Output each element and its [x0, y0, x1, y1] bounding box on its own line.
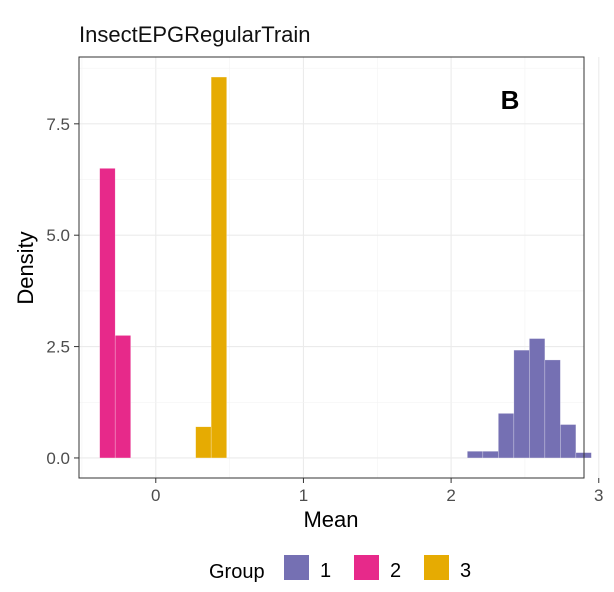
y-tick-label: 2.5: [46, 338, 70, 357]
y-tick-label: 7.5: [46, 115, 70, 134]
histogram-bars: [99, 76, 592, 459]
y-tick-label: 0.0: [46, 449, 70, 468]
histogram-bar-group-1: [544, 359, 561, 459]
histogram-bar-group-1: [560, 424, 577, 459]
histogram-bar-group-1: [482, 451, 499, 459]
histogram-bar-group-2: [114, 335, 131, 459]
y-tick-label: 5.0: [46, 226, 70, 245]
x-tick-label: 2: [446, 486, 455, 505]
x-tick-label: 1: [299, 486, 308, 505]
legend-label-group-1: 1: [320, 560, 331, 582]
y-axis-ticks: 0.0 2.5 5.0 7.5: [46, 115, 79, 468]
plot-border: [78, 56, 585, 479]
legend-swatch-group-2: [354, 555, 379, 580]
gridlines: [79, 57, 600, 478]
chart-title: InsectEPGRegularTrain: [79, 22, 311, 47]
legend-swatch-group-3: [424, 555, 449, 580]
panel-annotation: B: [501, 85, 520, 115]
histogram-bar-group-3: [195, 426, 212, 459]
y-axis-label: Density: [13, 231, 38, 304]
histogram-bar-group-1: [498, 413, 515, 459]
histogram-bar-group-3: [210, 76, 227, 459]
histogram-bar-group-1: [467, 451, 484, 459]
plot-panel: [79, 57, 584, 478]
histogram-bar-group-1: [513, 349, 530, 459]
histogram-bar-group-1: [529, 338, 546, 459]
legend-swatch-group-1: [284, 555, 309, 580]
histogram-bar-group-2: [99, 168, 116, 459]
legend-label-group-2: 2: [390, 560, 401, 582]
x-tick-label: 0: [151, 486, 160, 505]
x-tick-label: 3: [594, 486, 603, 505]
legend-label-group-3: 3: [460, 560, 471, 582]
legend-title: Group: [209, 561, 265, 583]
x-axis-ticks: 0 1 2 3: [151, 478, 604, 505]
x-axis-label: Mean: [303, 507, 358, 532]
legend: Group 1 2 3: [209, 555, 471, 583]
